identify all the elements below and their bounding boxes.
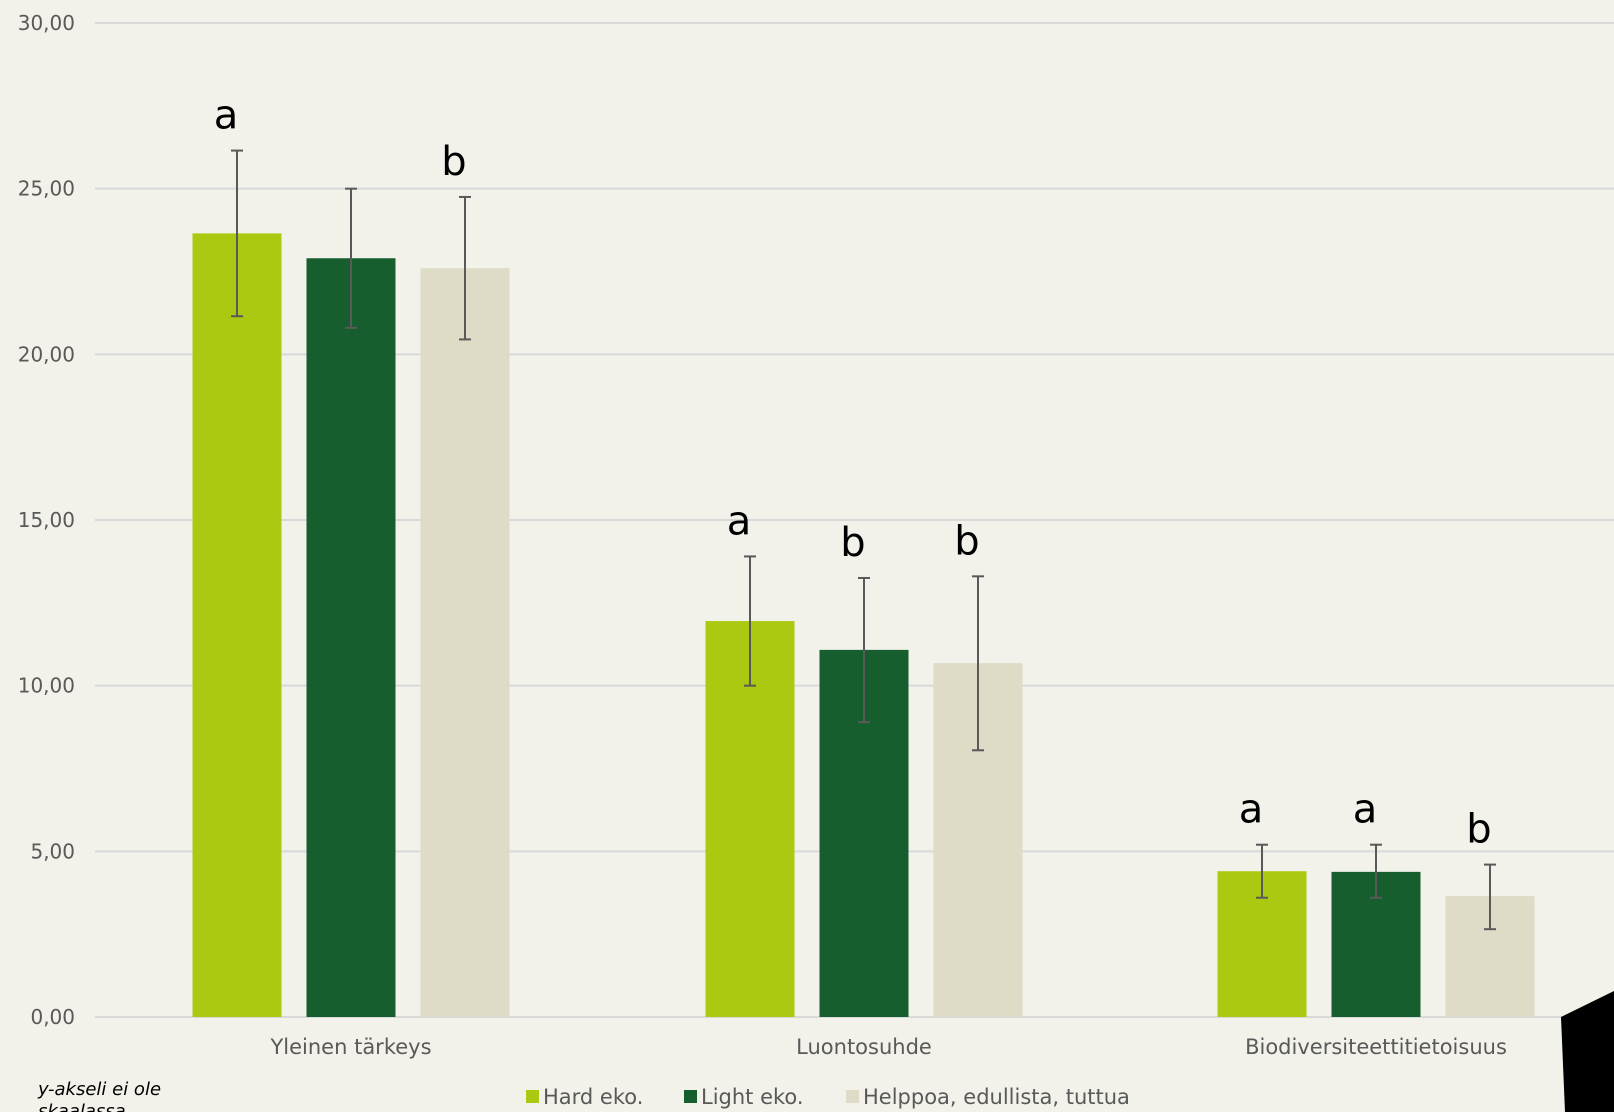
legend-swatch [684,1090,697,1103]
significance-label: a [1353,787,1378,833]
x-category-label: Luontosuhde [796,1035,932,1059]
significance-label: b [954,518,979,564]
legend-label: Helppoa, edullista, tuttua [863,1085,1130,1109]
bar [420,268,510,1018]
y-tick-label: 0,00 [30,1005,75,1029]
corner-decoration [1561,991,1614,1112]
y-tick-label: 20,00 [18,342,75,366]
significance-label: a [727,498,752,544]
x-category-label: Yleinen tärkeys [269,1035,431,1059]
y-tick-label: 10,00 [18,674,75,698]
axis-note: skaalassa [38,1101,126,1112]
x-category-label: Biodiversiteettitietoisuus [1245,1035,1507,1059]
y-tick-label: 5,00 [30,839,75,863]
legend-swatch [526,1090,539,1103]
y-tick-label: 15,00 [18,508,75,532]
y-tick-label: 30,00 [18,11,75,35]
legend-label: Hard eko. [543,1085,643,1109]
legend-swatch [846,1090,859,1103]
significance-label: a [1239,787,1264,833]
legend-label: Light eko. [701,1085,804,1109]
y-tick-label: 25,00 [18,177,75,201]
significance-label: a [214,93,239,139]
significance-label: b [840,520,865,566]
significance-label: b [1466,807,1491,853]
axis-note: y-akseli ei ole [37,1079,161,1100]
bar [192,233,282,1017]
bar [306,258,396,1017]
bar [705,621,795,1017]
significance-label: b [441,139,466,185]
